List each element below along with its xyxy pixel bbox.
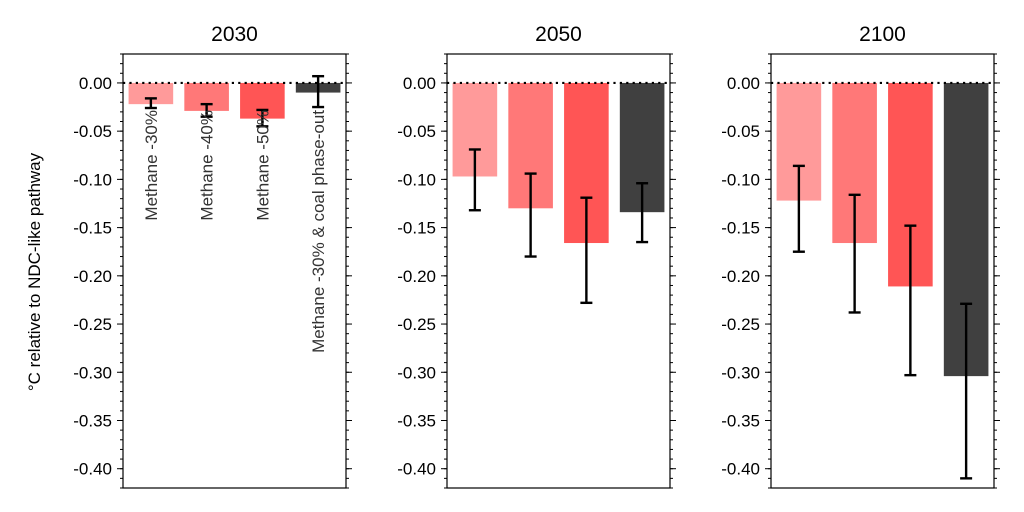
bar bbox=[128, 82, 174, 105]
panel-2050: 2050 0.00 -0.05 -0.10 -0.15 -0.20 -0.25 -0.30 -0… bbox=[397, 23, 676, 489]
y-tick-label: -0.35 bbox=[73, 411, 112, 430]
y-tick-label: -0.15 bbox=[73, 219, 112, 238]
y-tick-label: -0.25 bbox=[397, 315, 436, 334]
y-tick-label: -0.20 bbox=[397, 267, 436, 286]
y-tick-label: 0.00 bbox=[79, 74, 112, 93]
category-label: Methane -40% bbox=[198, 110, 217, 221]
y-tick-label: -0.35 bbox=[397, 411, 436, 430]
y-tick-label: -0.35 bbox=[721, 411, 760, 430]
y-tick-label: -0.10 bbox=[397, 170, 436, 189]
y-tick-label: -0.15 bbox=[397, 219, 436, 238]
y-tick-label: -0.20 bbox=[721, 267, 760, 286]
plot-frame bbox=[770, 53, 995, 489]
panel-title: 2100 bbox=[859, 23, 906, 46]
chart-panels: 2030 0.00 -0.05 -0.10 -0.15 -0.20 -0.25 -0.30 -0… bbox=[73, 23, 1000, 489]
category-label: Methane -50% bbox=[253, 110, 272, 221]
y-tick-label: -0.30 bbox=[73, 363, 112, 382]
y-tick-label: -0.30 bbox=[397, 363, 436, 382]
panel-2030: 2030 0.00 -0.05 -0.10 -0.15 -0.20 -0.25 -0.30 -0… bbox=[73, 23, 352, 489]
panel-2100: 2100 0.00 -0.05 -0.10 -0.15 -0.20 -0.25 -0.30 -0… bbox=[721, 23, 1000, 489]
y-tick-label: -0.05 bbox=[721, 122, 760, 141]
y-tick-label: -0.40 bbox=[721, 460, 760, 479]
category-label: Methane -30% bbox=[142, 110, 161, 221]
plot-frame bbox=[122, 53, 347, 489]
y-tick-label: -0.05 bbox=[397, 122, 436, 141]
y-tick-label: -0.10 bbox=[73, 170, 112, 189]
plot-frame bbox=[446, 53, 671, 489]
y-tick-label: -0.10 bbox=[721, 170, 760, 189]
panel-title: 2050 bbox=[535, 23, 582, 46]
y-axis-label: °C relative to NDC-like pathway bbox=[25, 152, 44, 391]
y-tick-label: -0.25 bbox=[721, 315, 760, 334]
y-tick-label: -0.20 bbox=[73, 267, 112, 286]
y-tick-label: -0.40 bbox=[73, 460, 112, 479]
category-label: Methane -30% & coal phase-out bbox=[309, 110, 328, 353]
y-tick-label: -0.25 bbox=[73, 315, 112, 334]
y-tick-label: -0.40 bbox=[397, 460, 436, 479]
y-tick-label: 0.00 bbox=[403, 74, 436, 93]
panel-title: 2030 bbox=[211, 23, 258, 46]
y-tick-label: -0.15 bbox=[721, 219, 760, 238]
y-tick-label: -0.30 bbox=[721, 363, 760, 382]
y-tick-label: -0.05 bbox=[73, 122, 112, 141]
y-tick-label: 0.00 bbox=[727, 74, 760, 93]
